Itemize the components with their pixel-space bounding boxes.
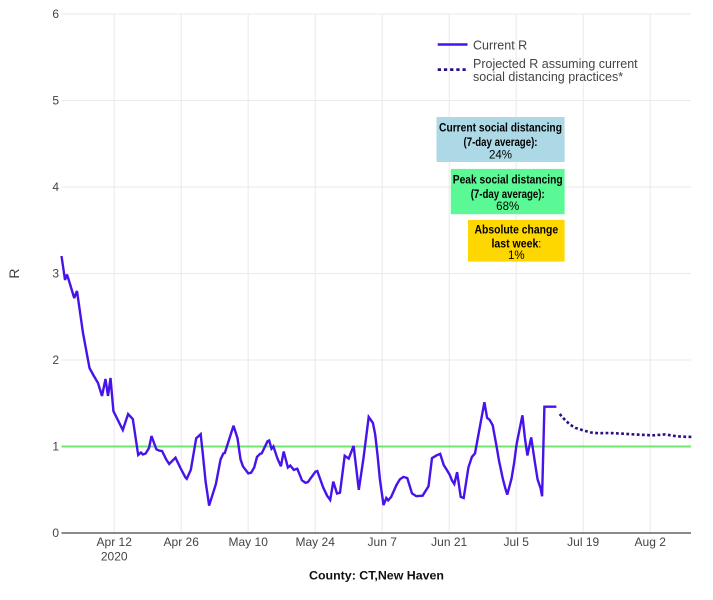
svg-text:5: 5: [52, 94, 59, 108]
svg-text:(7-day average):: (7-day average):: [471, 187, 545, 201]
svg-text:Aug 2: Aug 2: [635, 535, 667, 549]
svg-text:May 10: May 10: [229, 535, 269, 549]
svg-text:Jul 5: Jul 5: [504, 535, 530, 549]
svg-text:social distancing practices*: social distancing practices*: [473, 70, 623, 84]
svg-text:R: R: [6, 268, 22, 278]
svg-text:2: 2: [52, 353, 59, 367]
svg-text:last week:: last week:: [491, 236, 541, 250]
svg-text:Jun 7: Jun 7: [368, 535, 398, 549]
svg-text:Current social distancing: Current social distancing: [439, 121, 562, 135]
svg-text:4: 4: [52, 180, 59, 194]
svg-text:1: 1: [52, 440, 59, 454]
svg-text:Current R: Current R: [473, 38, 527, 52]
svg-text:1%: 1%: [508, 250, 525, 262]
svg-text:3: 3: [52, 267, 59, 281]
svg-text:2020: 2020: [101, 550, 128, 564]
svg-text:County: CT,New Haven: County: CT,New Haven: [309, 569, 444, 583]
svg-text:Absolute change: Absolute change: [475, 223, 559, 237]
svg-text:6: 6: [52, 7, 59, 21]
svg-text:0: 0: [52, 526, 59, 540]
svg-text:(7-day average):: (7-day average):: [464, 135, 538, 149]
svg-text:Projected R assuming current: Projected R assuming current: [473, 57, 638, 71]
svg-text:Peak social distancing: Peak social distancing: [453, 172, 563, 186]
svg-text:Apr 26: Apr 26: [164, 535, 200, 549]
svg-text:May 24: May 24: [296, 535, 336, 549]
svg-text:Apr 12: Apr 12: [97, 535, 133, 549]
svg-text:Jun 21: Jun 21: [431, 535, 467, 549]
svg-text:Jul 19: Jul 19: [567, 535, 599, 549]
svg-text:68%: 68%: [496, 201, 519, 213]
svg-text:24%: 24%: [489, 150, 512, 162]
